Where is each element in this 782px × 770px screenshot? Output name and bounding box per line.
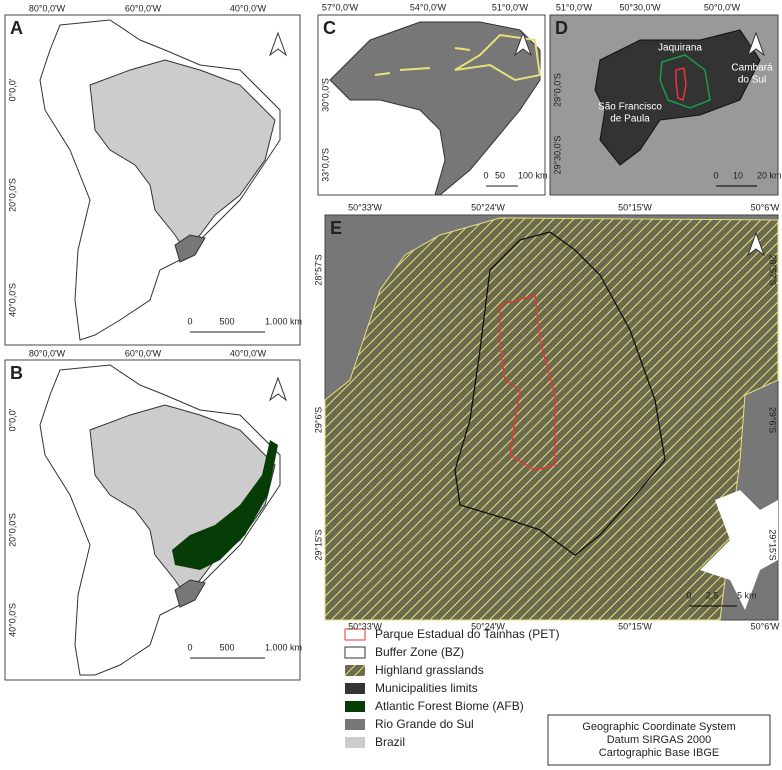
- longitude-label: 50°30,0'W: [619, 2, 661, 12]
- legend-swatch: [344, 646, 366, 659]
- longitude-label: 50°33'W: [348, 621, 382, 631]
- info-line: Datum SIRGAS 2000: [607, 734, 712, 746]
- place-name: de Paula: [610, 114, 650, 125]
- longitude-label: 60°0,0'W: [125, 3, 162, 13]
- panel-label: C: [323, 18, 336, 38]
- longitude-label: 50°15'W: [618, 621, 652, 631]
- latitude-label: 29°0,0'S: [552, 73, 562, 107]
- scale-label: 5 km: [737, 590, 757, 600]
- water-body: [700, 490, 778, 610]
- longitude-label: 50°6'W: [751, 621, 780, 631]
- legend-entry: Municipalities limits: [375, 681, 478, 695]
- north-arrow: [513, 31, 533, 57]
- latitude-label: 0°0,0': [7, 408, 17, 431]
- buffer-zone: [659, 54, 711, 109]
- longitude-label: 50°0,0'W: [704, 2, 741, 12]
- longitude-label: 80°0,0'W: [29, 348, 66, 358]
- place-name: do Sul: [738, 75, 766, 86]
- legend-entry: Buffer Zone (BZ): [375, 645, 464, 659]
- place-name: Jaquirana: [658, 43, 702, 54]
- highland-grasslands: [324, 217, 779, 621]
- legend-swatch: [345, 701, 365, 712]
- scale-label: 1.000 km: [265, 316, 302, 326]
- panel-label: D: [555, 18, 568, 38]
- legend-swatch: [345, 665, 365, 676]
- scale-label: 1.000 km: [265, 642, 302, 652]
- longitude-label: 50°24'W: [471, 202, 505, 212]
- latitude-label: 33°0,0'S: [320, 148, 330, 182]
- scale-label: 10: [733, 170, 743, 180]
- longitude-label: 40°0,0'W: [230, 3, 267, 13]
- scale-label: 20 km: [757, 170, 782, 180]
- longitude-label: 50°24'W: [471, 621, 505, 631]
- latitude-label: 30°0,0'S: [320, 78, 330, 112]
- scale-label: 0: [187, 316, 192, 326]
- scale-label: 0: [483, 170, 488, 180]
- legend-entry: Atlantic Forest Biome (AFB): [375, 699, 524, 713]
- info-box: [547, 714, 771, 766]
- latitude-label: 20°0,0'S: [7, 513, 17, 547]
- north-arrow: [746, 31, 766, 57]
- legend-swatch: [345, 737, 365, 748]
- scale-label: 2,5: [706, 590, 719, 600]
- longitude-label: 80°0,0'W: [29, 3, 66, 13]
- latitude-label: 29°30,0'S: [552, 136, 562, 175]
- longitude-label: 40°0,0'W: [230, 348, 267, 358]
- scale-label: 50: [495, 170, 505, 180]
- pet: [675, 67, 687, 102]
- longitude-label: 50°33'W: [348, 202, 382, 212]
- legend-entry: Parque Estadual do Tainhas (PET): [375, 627, 560, 641]
- panel-label: B: [10, 363, 23, 383]
- scale-label: 500: [219, 642, 234, 652]
- place-name: São Francisco: [598, 102, 662, 113]
- latitude-label: 0°0,0': [7, 78, 17, 101]
- rio-grande-do-sul: [174, 234, 206, 263]
- legend-swatch: [345, 683, 365, 694]
- highland-grasslands: [374, 33, 542, 82]
- pet: [499, 294, 556, 471]
- longitude-label: 50°6'W: [751, 202, 780, 212]
- longitude-label: 50°15'W: [618, 202, 652, 212]
- scale-label: 500: [219, 316, 234, 326]
- scale-label: 0: [187, 642, 192, 652]
- scale-label: 0: [713, 170, 718, 180]
- north-arrow: [268, 376, 288, 402]
- latitude-label: 29°15'S: [313, 529, 323, 560]
- north-arrow: [268, 31, 288, 57]
- latitude-label: 28°57'S: [313, 254, 323, 285]
- latitude-label: 29°6'S: [313, 407, 323, 433]
- latitude-label: 28°57'S: [768, 254, 778, 285]
- scale-label: 100 km: [518, 170, 548, 180]
- panel-b-map: [39, 364, 281, 676]
- info-line: Cartographic Base IBGE: [599, 747, 719, 759]
- brazil: [89, 59, 276, 251]
- panel-label: A: [10, 18, 23, 38]
- north-arrow: [746, 231, 766, 257]
- legend: [344, 628, 366, 748]
- latitude-label: 20°0,0'S: [7, 178, 17, 212]
- longitude-label: 60°0,0'W: [125, 348, 162, 358]
- legend-swatch: [345, 719, 365, 730]
- atlantic-forest: [172, 440, 278, 570]
- legend-entry: Brazil: [375, 735, 405, 749]
- latitude-label: 29°15'S: [768, 529, 778, 560]
- longitude-label: 51°0,0'W: [556, 2, 593, 12]
- longitude-label: 51°0,0'W: [492, 2, 529, 12]
- info-line: Geographic Coordinate System: [582, 721, 735, 733]
- scale-label: 0: [686, 590, 691, 600]
- legend-swatch: [344, 628, 366, 641]
- latitude-label: 40°0,0'S: [7, 283, 17, 317]
- legend-entry: Highland grasslands: [375, 663, 484, 677]
- panel-label: E: [330, 218, 342, 238]
- latitude-label: 29°6'S: [768, 407, 778, 433]
- latitude-label: 40°0,0'S: [7, 603, 17, 637]
- longitude-label: 54°0,0'W: [410, 2, 447, 12]
- longitude-label: 57°0,0'W: [322, 2, 359, 12]
- legend-entry: Rio Grande do Sul: [375, 717, 474, 731]
- rio-grande-do-sul: [174, 579, 206, 608]
- place-name: Cambará: [731, 63, 773, 74]
- buffer-zone: [454, 231, 666, 556]
